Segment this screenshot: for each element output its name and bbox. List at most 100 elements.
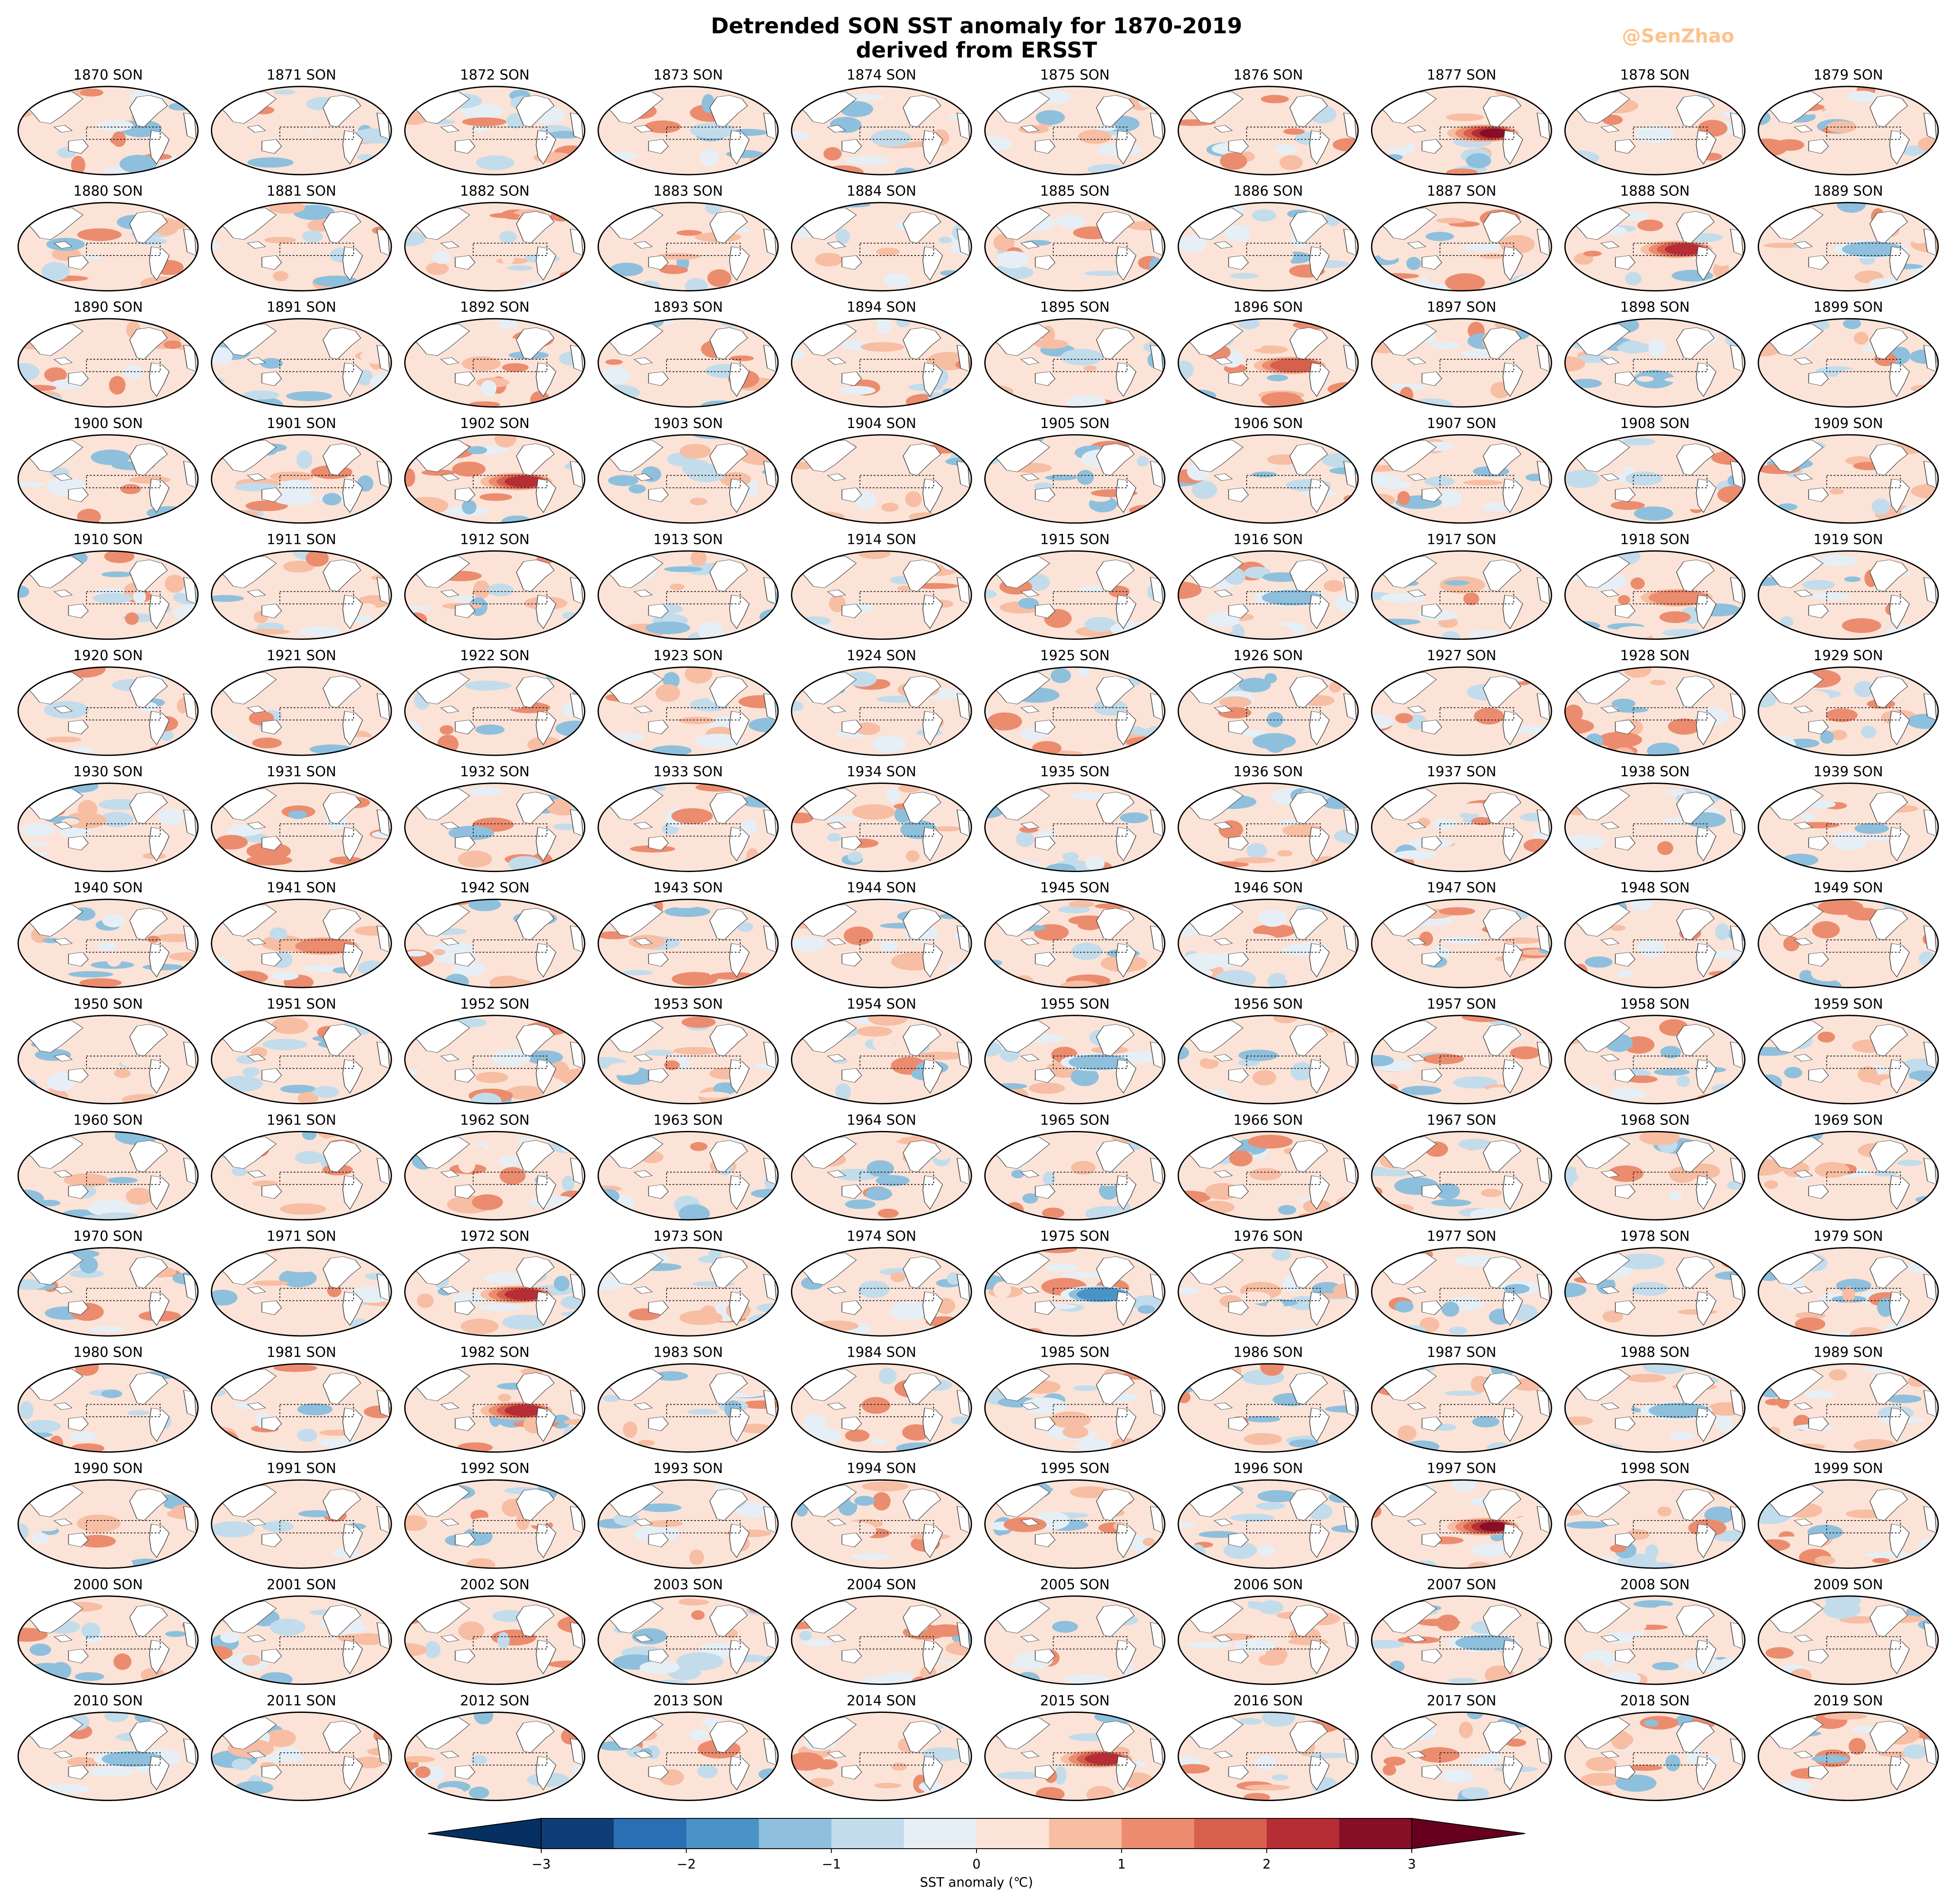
coastline bbox=[648, 836, 669, 851]
coastline bbox=[1808, 139, 1829, 154]
anomaly-blob bbox=[1099, 1182, 1119, 1200]
panel-1874: 1874 SON bbox=[791, 67, 972, 176]
map-frame bbox=[404, 666, 586, 756]
anomaly-blob bbox=[1090, 495, 1111, 502]
anomaly-blob bbox=[1178, 1521, 1195, 1528]
anomaly-blob bbox=[502, 272, 528, 287]
anomaly-blob bbox=[1062, 852, 1079, 862]
panel-1993: 1993 SON bbox=[597, 1460, 779, 1569]
map-frame bbox=[1758, 1015, 1939, 1105]
coastline bbox=[247, 821, 266, 830]
anomaly-blob bbox=[1453, 1380, 1469, 1390]
nino34-box bbox=[472, 939, 548, 953]
coastline bbox=[440, 706, 460, 713]
anomaly-blob bbox=[1446, 113, 1484, 121]
panel-1999: 1999 SON bbox=[1758, 1460, 1939, 1569]
panel-title: 2018 SON bbox=[1620, 1692, 1690, 1709]
coastline bbox=[1213, 357, 1233, 365]
anomaly-blob bbox=[415, 1766, 431, 1778]
coastline bbox=[1407, 938, 1426, 946]
coastline bbox=[455, 604, 475, 618]
anomaly-blob bbox=[313, 275, 358, 287]
anomaly-blob bbox=[569, 329, 585, 345]
anomaly-blob bbox=[74, 1672, 105, 1681]
nino34-box bbox=[1439, 591, 1514, 604]
map-frame bbox=[1371, 666, 1552, 756]
anomaly-blob bbox=[1285, 973, 1318, 983]
anomaly-blob bbox=[156, 933, 193, 942]
panel-title: 1994 SON bbox=[847, 1460, 916, 1476]
colorbar-tick-label: 1 bbox=[1117, 1857, 1126, 1872]
anomaly-blob bbox=[925, 281, 971, 287]
coastline bbox=[1615, 1765, 1636, 1779]
anomaly-blob bbox=[1533, 558, 1552, 563]
panel-1917: 1917 SON bbox=[1371, 531, 1552, 640]
anomaly-blob bbox=[1530, 739, 1552, 755]
anomaly-blob bbox=[1190, 319, 1206, 332]
anomaly-blob bbox=[1061, 1272, 1107, 1278]
map-frame bbox=[984, 318, 1165, 408]
anomaly-blob bbox=[260, 358, 283, 369]
anomaly-blob bbox=[532, 930, 572, 936]
nino34-box bbox=[1246, 243, 1321, 256]
anomaly-blob bbox=[1615, 707, 1649, 713]
anomaly-blob bbox=[1055, 214, 1086, 228]
coastline bbox=[1483, 443, 1522, 476]
nino34-box bbox=[666, 939, 741, 953]
anomaly-blob bbox=[358, 667, 386, 676]
anomaly-blob bbox=[1290, 1062, 1313, 1081]
nino34-box bbox=[1826, 1055, 1901, 1069]
anomaly-blob bbox=[740, 448, 778, 465]
nino34-box bbox=[279, 1055, 354, 1069]
anomaly-blob bbox=[927, 395, 959, 402]
anomaly-blob bbox=[680, 444, 711, 459]
map-frame bbox=[211, 1131, 392, 1220]
anomaly-blob bbox=[1077, 470, 1094, 485]
panel-title: 1977 SON bbox=[1427, 1228, 1497, 1244]
panel-title: 2003 SON bbox=[653, 1576, 723, 1593]
anomaly-blob bbox=[270, 1618, 306, 1636]
enso-tongue bbox=[102, 1751, 163, 1767]
coastline bbox=[261, 1068, 282, 1083]
anomaly-blob bbox=[1717, 745, 1741, 755]
anomaly-blob bbox=[1727, 1181, 1742, 1190]
anomaly-blob bbox=[1011, 1169, 1024, 1179]
anomaly-blob bbox=[32, 1532, 49, 1544]
map-frame bbox=[984, 666, 1165, 756]
coastline bbox=[322, 1372, 361, 1405]
anomaly-blob bbox=[1896, 165, 1926, 175]
coastline bbox=[440, 241, 460, 249]
anomaly-blob bbox=[1235, 933, 1277, 945]
anomaly-blob bbox=[730, 355, 754, 361]
enso-tongue bbox=[504, 476, 544, 487]
panel-2010: 2010 SON bbox=[17, 1692, 199, 1801]
anomaly-blob bbox=[889, 1301, 929, 1320]
anomaly-blob bbox=[1138, 713, 1154, 729]
panel-title: 1903 SON bbox=[653, 415, 723, 431]
map-frame bbox=[404, 1247, 586, 1337]
coastline bbox=[1889, 594, 1910, 629]
coastline bbox=[1615, 139, 1636, 154]
panel-1919: 1919 SON bbox=[1758, 531, 1939, 640]
coastline bbox=[440, 357, 460, 365]
panel-title: 1895 SON bbox=[1040, 299, 1110, 315]
anomaly-blob bbox=[405, 605, 433, 611]
coastline bbox=[841, 952, 862, 967]
anomaly-blob bbox=[559, 270, 585, 281]
anomaly-blob bbox=[102, 914, 125, 927]
nino34-box bbox=[1826, 1520, 1901, 1533]
anomaly-blob bbox=[1378, 1169, 1411, 1177]
coastline bbox=[129, 1256, 168, 1289]
anomaly-blob bbox=[71, 156, 86, 175]
nino34-box bbox=[279, 707, 354, 721]
anomaly-blob bbox=[1724, 1364, 1745, 1380]
anomaly-blob bbox=[877, 319, 892, 334]
coastline bbox=[536, 246, 556, 281]
map-frame bbox=[211, 86, 392, 176]
anomaly-blob bbox=[119, 155, 157, 173]
anomaly-blob bbox=[697, 1092, 730, 1098]
coastline bbox=[1483, 1721, 1522, 1753]
anomaly-blob bbox=[1714, 258, 1730, 266]
coastline bbox=[1228, 1648, 1249, 1664]
coastline bbox=[1808, 1416, 1829, 1431]
